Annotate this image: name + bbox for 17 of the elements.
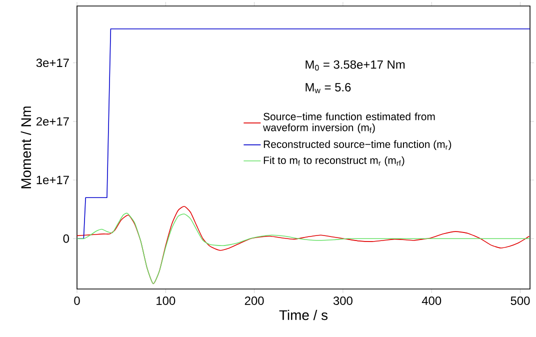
y-tick-label: 0 xyxy=(63,234,70,243)
y-axis-title: Moment / Nm xyxy=(20,106,32,188)
annotation: M$_{0}$ = 3.58e+17 Nm xyxy=(306,60,405,71)
legend-label: Source−time function estimated from waveform inversion (m$_{f}$) xyxy=(263,112,435,134)
x-tick-label: 500 xyxy=(510,296,530,305)
y-tick-label: 1e+17 xyxy=(36,176,69,184)
x-axis-title: Time / s xyxy=(279,310,328,320)
x-tick-label: 400 xyxy=(422,296,442,305)
x-tick-label: 100 xyxy=(156,296,176,305)
legend-label: Reconstructed source−time function (m$_{r}$) xyxy=(264,140,452,150)
y-tick-label: 2e+17 xyxy=(36,117,69,126)
y-tick-label: 3e+17 xyxy=(36,58,69,68)
x-tick-label: 300 xyxy=(333,296,352,305)
legend-label: Fit to m$_{f}$ to reconstruct m$_{r}$ (m$_{rf}$) xyxy=(264,156,404,166)
annotation: M$_{w}$ = 5.6 xyxy=(306,83,351,94)
x-tick-label: 0 xyxy=(74,296,80,305)
x-tick-label: 200 xyxy=(244,296,264,305)
